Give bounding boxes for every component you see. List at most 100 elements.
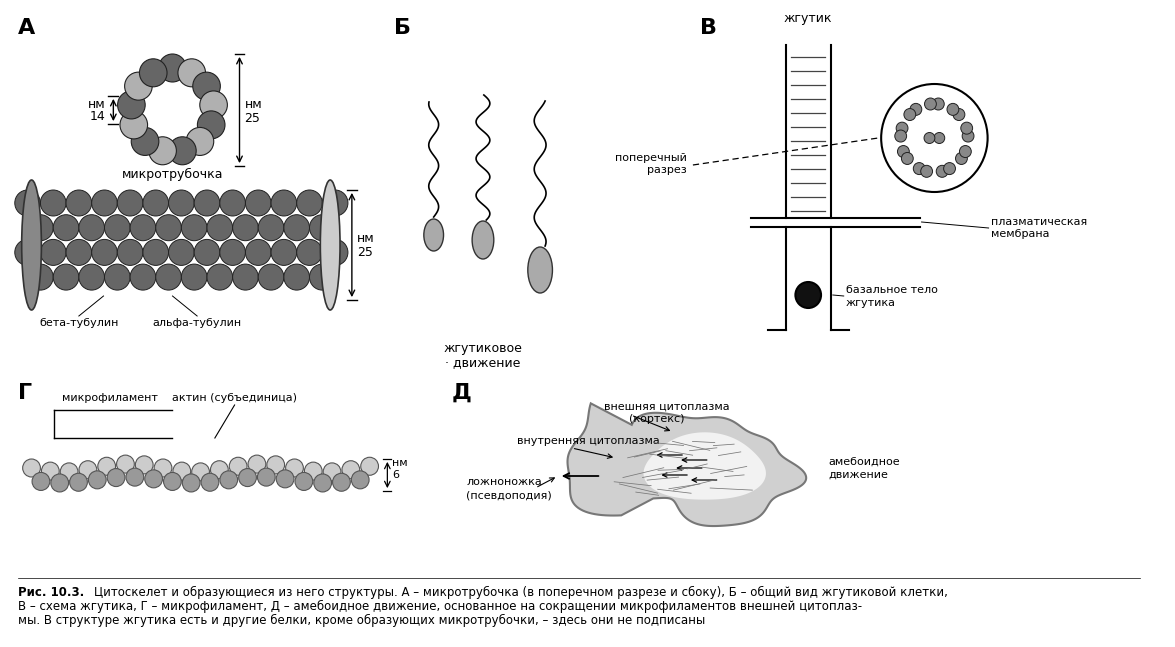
- Circle shape: [105, 215, 130, 241]
- Text: 25: 25: [244, 111, 261, 124]
- Text: нм: нм: [357, 232, 375, 245]
- Circle shape: [40, 239, 66, 265]
- Circle shape: [168, 190, 194, 216]
- Circle shape: [962, 130, 974, 142]
- Circle shape: [27, 264, 53, 290]
- Circle shape: [118, 190, 143, 216]
- Circle shape: [192, 463, 209, 481]
- Text: · движение: · движение: [445, 356, 521, 369]
- Text: поперечный: поперечный: [616, 153, 687, 163]
- Circle shape: [913, 162, 925, 175]
- Circle shape: [53, 215, 79, 241]
- Circle shape: [105, 264, 130, 290]
- Circle shape: [271, 190, 296, 216]
- Circle shape: [120, 111, 148, 139]
- Circle shape: [197, 111, 224, 139]
- Circle shape: [156, 215, 181, 241]
- Circle shape: [333, 473, 350, 491]
- Circle shape: [168, 239, 194, 265]
- Circle shape: [909, 104, 921, 115]
- Circle shape: [351, 471, 369, 489]
- Circle shape: [51, 474, 68, 492]
- Text: мембрана: мембрана: [991, 229, 1049, 239]
- Circle shape: [795, 282, 821, 308]
- Circle shape: [79, 264, 105, 290]
- Text: 25: 25: [357, 245, 372, 259]
- Circle shape: [182, 474, 200, 492]
- Circle shape: [258, 264, 284, 290]
- Text: В: В: [700, 18, 717, 38]
- Text: ложноножка: ложноножка: [466, 477, 542, 487]
- Circle shape: [276, 470, 294, 488]
- Text: нм: нм: [392, 458, 408, 468]
- Circle shape: [22, 459, 40, 477]
- Circle shape: [258, 215, 284, 241]
- Circle shape: [936, 166, 948, 177]
- Text: внутренняя цитоплазма: внутренняя цитоплазма: [517, 436, 660, 446]
- Circle shape: [200, 91, 228, 119]
- Text: (псевдоподия): (псевдоподия): [466, 490, 552, 500]
- Text: микрофиламент: микрофиламент: [62, 393, 159, 403]
- Circle shape: [921, 166, 933, 177]
- Text: жгутиковое: жгутиковое: [443, 342, 523, 355]
- Ellipse shape: [21, 180, 41, 310]
- Text: А: А: [18, 18, 35, 38]
- Text: базальное тело: базальное тело: [846, 285, 938, 295]
- Text: нм: нм: [244, 98, 262, 111]
- Circle shape: [143, 239, 168, 265]
- Circle shape: [233, 264, 258, 290]
- Text: В – схема жгутика, Г – микрофиламент, Д – амебоидное движение, основанное на сок: В – схема жгутика, Г – микрофиламент, Д …: [18, 600, 862, 613]
- Ellipse shape: [528, 247, 552, 293]
- Circle shape: [40, 190, 66, 216]
- Circle shape: [246, 190, 271, 216]
- Circle shape: [163, 472, 181, 490]
- Circle shape: [296, 239, 322, 265]
- Circle shape: [961, 122, 973, 134]
- Circle shape: [322, 190, 348, 216]
- Circle shape: [925, 98, 936, 110]
- Circle shape: [140, 59, 167, 87]
- Circle shape: [271, 239, 296, 265]
- Circle shape: [145, 470, 162, 488]
- Circle shape: [173, 462, 190, 480]
- Circle shape: [314, 474, 331, 492]
- Text: Г: Г: [18, 383, 32, 403]
- Text: жгутика: жгутика: [846, 298, 895, 308]
- Circle shape: [168, 137, 196, 165]
- Circle shape: [107, 468, 125, 487]
- Circle shape: [69, 473, 87, 491]
- Circle shape: [27, 215, 53, 241]
- Circle shape: [79, 215, 105, 241]
- Circle shape: [944, 162, 955, 175]
- Circle shape: [267, 456, 284, 474]
- Circle shape: [143, 190, 168, 216]
- Circle shape: [15, 190, 40, 216]
- Circle shape: [897, 122, 908, 134]
- Circle shape: [66, 190, 92, 216]
- Text: микротрубочка: микротрубочка: [122, 168, 223, 181]
- Circle shape: [960, 146, 972, 157]
- Text: Цитоскелет и образующиеся из него структуры. А – микротрубочка (в поперечном раз: Цитоскелет и образующиеся из него структ…: [94, 586, 947, 599]
- Circle shape: [953, 109, 965, 120]
- Circle shape: [154, 459, 172, 477]
- Circle shape: [159, 54, 187, 82]
- Text: Б: Б: [395, 18, 411, 38]
- Circle shape: [322, 239, 348, 265]
- Circle shape: [15, 239, 40, 265]
- Circle shape: [126, 468, 143, 486]
- Circle shape: [257, 468, 275, 486]
- Circle shape: [193, 72, 221, 100]
- Circle shape: [156, 264, 181, 290]
- Circle shape: [309, 215, 335, 241]
- Circle shape: [220, 239, 246, 265]
- Circle shape: [92, 239, 118, 265]
- Text: альфа-тубулин: альфа-тубулин: [153, 318, 242, 328]
- Circle shape: [194, 190, 220, 216]
- Text: актин (субъединица): актин (субъединица): [172, 393, 297, 403]
- Circle shape: [924, 133, 935, 144]
- Circle shape: [186, 127, 214, 155]
- Text: разрез: разрез: [647, 165, 687, 175]
- Circle shape: [947, 104, 959, 115]
- Circle shape: [66, 239, 92, 265]
- Circle shape: [130, 215, 156, 241]
